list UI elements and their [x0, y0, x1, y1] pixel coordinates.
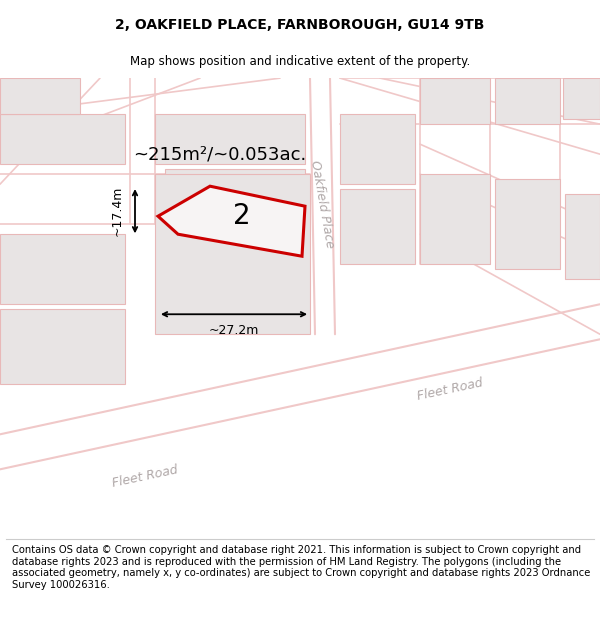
Text: Contains OS data © Crown copyright and database right 2021. This information is : Contains OS data © Crown copyright and d… — [12, 545, 590, 590]
Polygon shape — [495, 78, 560, 124]
Polygon shape — [420, 174, 490, 264]
Polygon shape — [155, 114, 305, 164]
Text: Map shows position and indicative extent of the property.: Map shows position and indicative extent… — [130, 56, 470, 68]
Polygon shape — [165, 169, 305, 224]
Polygon shape — [155, 174, 310, 334]
Polygon shape — [0, 309, 125, 384]
Text: ~27.2m: ~27.2m — [209, 324, 259, 337]
Polygon shape — [340, 114, 415, 184]
Text: ~17.4m: ~17.4m — [110, 186, 124, 236]
Polygon shape — [495, 179, 560, 269]
Polygon shape — [563, 78, 600, 119]
Text: Oakfield Place: Oakfield Place — [308, 159, 336, 249]
Polygon shape — [0, 114, 125, 164]
Text: Fleet Road: Fleet Road — [111, 463, 179, 489]
Polygon shape — [420, 78, 490, 124]
Text: 2, OAKFIELD PLACE, FARNBOROUGH, GU14 9TB: 2, OAKFIELD PLACE, FARNBOROUGH, GU14 9TB — [115, 18, 485, 32]
Text: 2: 2 — [233, 202, 251, 230]
Polygon shape — [0, 234, 125, 304]
Text: ~215m²/~0.053ac.: ~215m²/~0.053ac. — [133, 145, 307, 163]
Text: Fleet Road: Fleet Road — [416, 376, 484, 402]
Polygon shape — [0, 78, 80, 114]
Polygon shape — [340, 189, 415, 264]
Polygon shape — [158, 186, 305, 256]
Polygon shape — [565, 194, 600, 279]
